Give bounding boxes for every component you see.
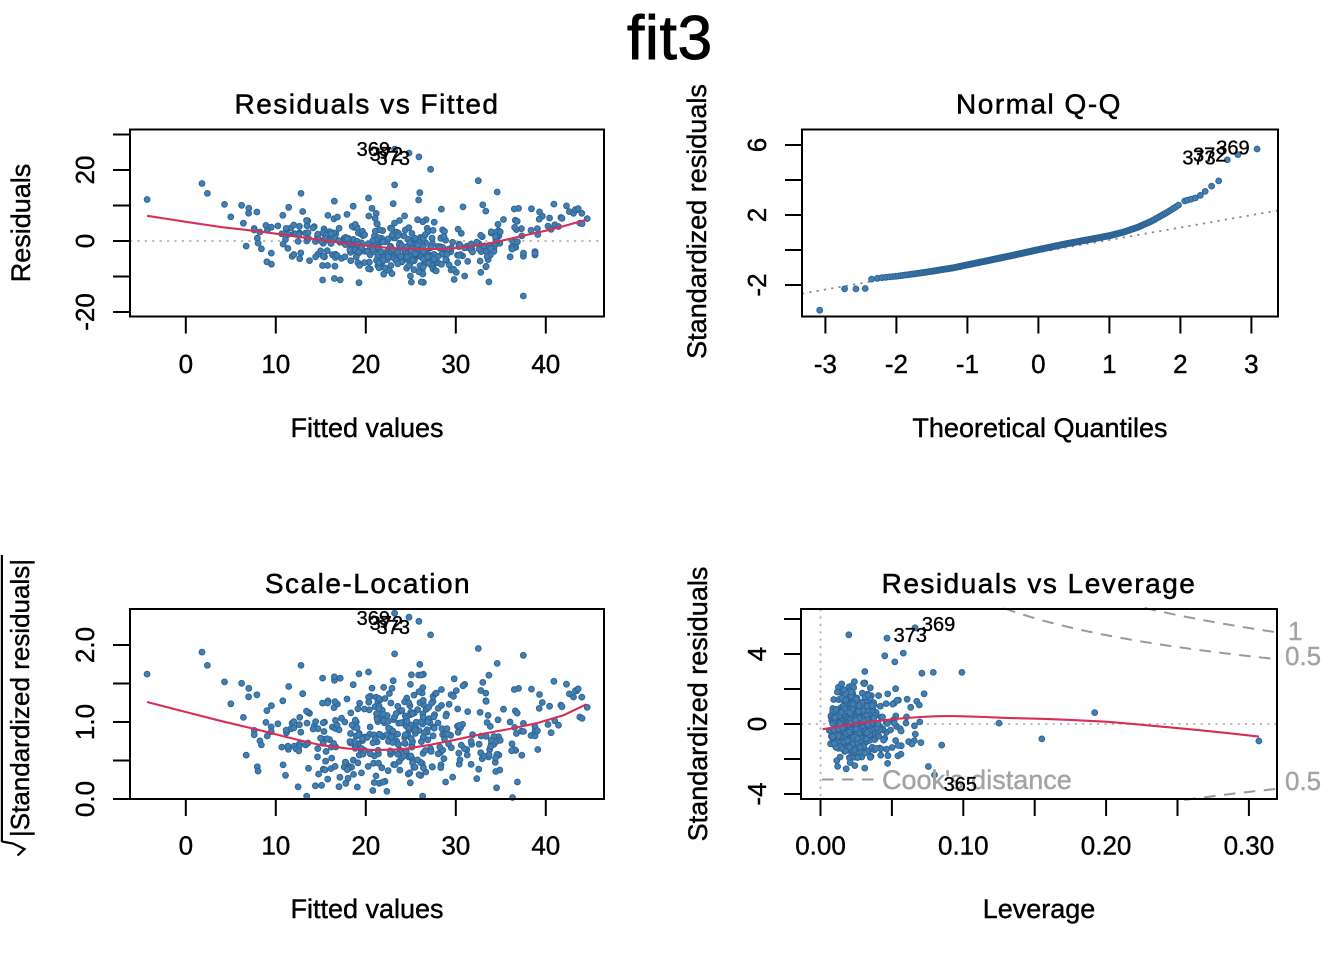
svg-text:0.0: 0.0 xyxy=(70,781,100,817)
svg-text:0: 0 xyxy=(70,234,100,248)
svg-text:10: 10 xyxy=(261,831,290,861)
svg-text:Fitted values: Fitted values xyxy=(290,413,443,443)
svg-text:0.5: 0.5 xyxy=(1285,766,1321,796)
svg-text:0.20: 0.20 xyxy=(1081,831,1132,861)
svg-text:Residuals: Residuals xyxy=(6,164,36,283)
svg-text:6: 6 xyxy=(742,138,772,152)
svg-text:-3: -3 xyxy=(814,349,837,379)
svg-text:365: 365 xyxy=(944,774,977,796)
svg-text:Residuals vs Leverage: Residuals vs Leverage xyxy=(882,568,1197,599)
svg-text:Cook's distance: Cook's distance xyxy=(882,765,1072,795)
svg-text:-20: -20 xyxy=(70,293,100,331)
svg-text:1: 1 xyxy=(1102,349,1116,379)
svg-text:2.0: 2.0 xyxy=(70,627,100,663)
svg-text:30: 30 xyxy=(441,831,470,861)
svg-text:373: 373 xyxy=(377,148,410,170)
svg-text:373: 373 xyxy=(894,625,927,647)
svg-text:Standardized residuals: Standardized residuals xyxy=(682,84,712,359)
svg-text:-1: -1 xyxy=(956,349,979,379)
svg-text:|Standardized residuals|: |Standardized residuals| xyxy=(5,559,35,837)
svg-text:10: 10 xyxy=(261,349,290,379)
svg-text:-2: -2 xyxy=(742,273,772,296)
svg-text:0.00: 0.00 xyxy=(795,831,846,861)
svg-text:-2: -2 xyxy=(885,349,908,379)
svg-text:0.5: 0.5 xyxy=(1285,641,1321,671)
svg-text:0: 0 xyxy=(179,831,193,861)
svg-text:0.30: 0.30 xyxy=(1224,831,1275,861)
svg-text:373: 373 xyxy=(1182,148,1215,170)
svg-text:0: 0 xyxy=(179,349,193,379)
svg-text:1: 1 xyxy=(1288,616,1302,646)
svg-text:Residuals vs Fitted: Residuals vs Fitted xyxy=(234,89,499,120)
svg-text:2: 2 xyxy=(742,208,772,222)
svg-text:369: 369 xyxy=(357,608,390,630)
svg-text:372: 372 xyxy=(1193,145,1226,167)
svg-text:372: 372 xyxy=(370,613,403,635)
svg-text:372: 372 xyxy=(370,144,403,166)
svg-text:20: 20 xyxy=(351,349,380,379)
svg-text:20: 20 xyxy=(70,156,100,185)
svg-text:0: 0 xyxy=(742,717,772,731)
svg-text:369: 369 xyxy=(922,614,955,636)
svg-text:-4: -4 xyxy=(742,782,772,805)
svg-text:30: 30 xyxy=(441,349,470,379)
svg-text:3: 3 xyxy=(1244,349,1258,379)
svg-text:40: 40 xyxy=(531,831,560,861)
svg-text:1.0: 1.0 xyxy=(70,704,100,740)
svg-text:40: 40 xyxy=(531,349,560,379)
svg-text:fit3: fit3 xyxy=(627,4,713,73)
svg-text:Fitted values: Fitted values xyxy=(290,894,443,924)
svg-text:2: 2 xyxy=(1173,349,1187,379)
svg-text:Normal Q-Q: Normal Q-Q xyxy=(956,89,1122,120)
svg-text:373: 373 xyxy=(377,617,410,639)
svg-text:Theoretical Quantiles: Theoretical Quantiles xyxy=(912,413,1167,443)
svg-text:Standardized residuals: Standardized residuals xyxy=(683,567,713,842)
svg-text:369: 369 xyxy=(357,139,390,161)
svg-text:369: 369 xyxy=(1216,138,1249,160)
svg-text:0: 0 xyxy=(1031,349,1045,379)
svg-text:20: 20 xyxy=(351,831,380,861)
svg-text:4: 4 xyxy=(742,647,772,661)
svg-text:0.10: 0.10 xyxy=(938,831,989,861)
svg-text:Leverage: Leverage xyxy=(983,894,1096,924)
svg-text:Scale-Location: Scale-Location xyxy=(265,568,471,599)
